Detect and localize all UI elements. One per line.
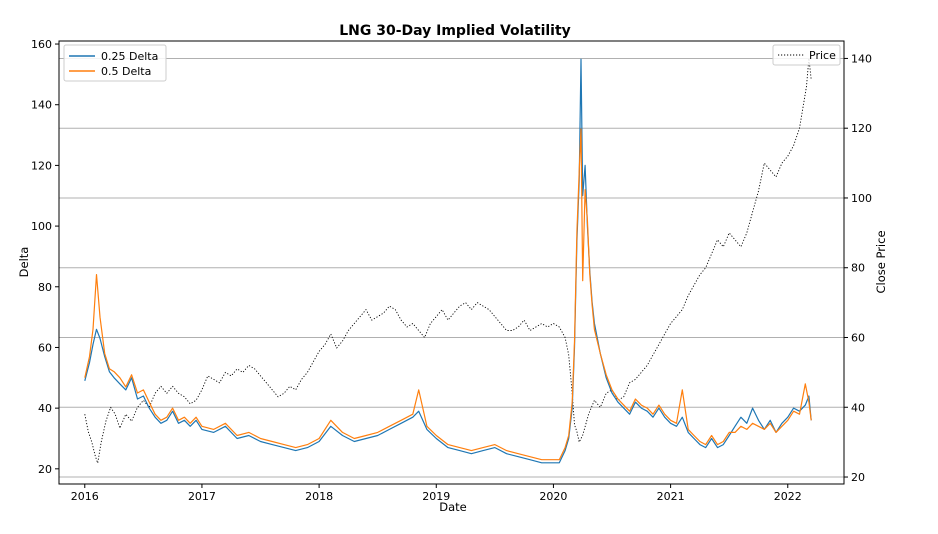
series-layer (84, 57, 812, 464)
y2-tick-label-80: 80 (851, 262, 865, 275)
legend-left: 0.25 Delta 0.5 Delta (63, 44, 167, 82)
legend-label-1: 0.5 Delta (101, 65, 151, 78)
x-tick-label-2019: 2019 (422, 490, 450, 503)
y2-tick-label-20: 20 (851, 471, 865, 484)
x-tick-label-2016: 2016 (71, 490, 99, 503)
x-tick-label-2021: 2021 (657, 490, 685, 503)
legend-label-price: Price (809, 49, 836, 62)
y-axis-left: 20 40 60 80 100 120 140 160 (31, 38, 59, 476)
y2-axis-label: Close Price (874, 230, 888, 293)
y-tick-label-140: 140 (31, 99, 52, 112)
y-tick-label-80: 80 (38, 281, 52, 294)
legend-right: Price (772, 44, 841, 66)
y-axis-right: 20 40 60 80 100 120 140 (844, 52, 872, 484)
y2-tick-label-140: 140 (851, 52, 872, 65)
y2-tick-label-40: 40 (851, 401, 865, 414)
series-line-price (84, 57, 812, 464)
y-tick-label-40: 40 (38, 402, 52, 415)
series-line-0-25-delta (84, 58, 812, 464)
series-line-0-5-delta (84, 128, 812, 461)
grid-layer (59, 57, 844, 478)
x-axis-label: Date (439, 500, 467, 514)
x-tick-label-2017: 2017 (188, 490, 216, 503)
y-axis-label: Delta (17, 247, 31, 278)
y-tick-label-20: 20 (38, 463, 52, 476)
y-tick-label-120: 120 (31, 159, 52, 172)
y2-tick-label-60: 60 (851, 331, 865, 344)
legend-left-box (63, 44, 167, 82)
chart-title: LNG 30-Day Implied Volatility (339, 23, 571, 39)
legend-label-0: 0.25 Delta (101, 50, 158, 63)
x-tick-label-2020: 2020 (539, 490, 567, 503)
y2-tick-label-120: 120 (851, 122, 872, 135)
legend-right-box (772, 44, 841, 66)
x-axis: 2016 2017 2018 2019 2020 2021 2022 (71, 484, 802, 503)
y-tick-label-60: 60 (38, 341, 52, 354)
y-tick-label-160: 160 (31, 38, 52, 51)
plot-frame (58, 40, 845, 485)
x-tick-label-2022: 2022 (774, 490, 802, 503)
y2-tick-label-100: 100 (851, 192, 872, 205)
y-tick-label-100: 100 (31, 220, 52, 233)
x-tick-label-2018: 2018 (305, 490, 333, 503)
